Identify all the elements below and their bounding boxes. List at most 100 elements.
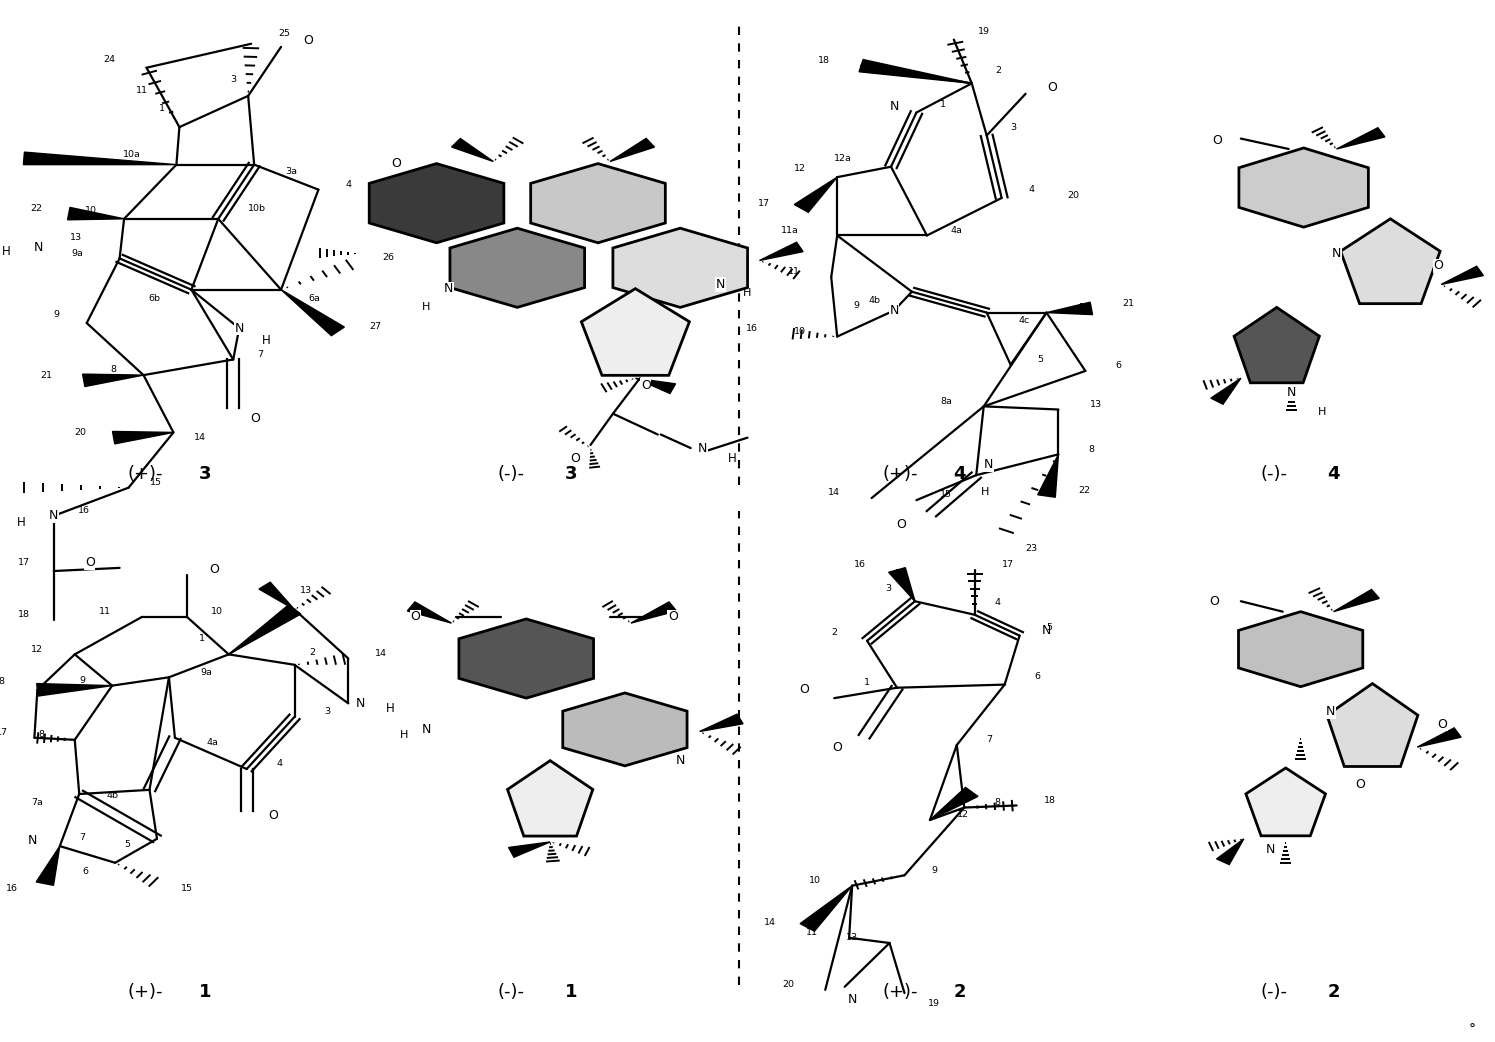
Text: 17: 17: [758, 199, 770, 207]
Polygon shape: [1046, 302, 1093, 315]
Text: O: O: [833, 741, 842, 753]
Text: O: O: [303, 34, 312, 47]
Polygon shape: [613, 228, 748, 307]
Text: 6a: 6a: [308, 294, 320, 302]
Text: 24: 24: [103, 55, 115, 64]
Text: 19: 19: [978, 27, 990, 35]
Text: 7a: 7a: [31, 798, 43, 807]
Text: 3: 3: [199, 465, 211, 483]
Text: 8: 8: [994, 798, 1000, 807]
Text: 12a: 12a: [834, 154, 852, 163]
Text: N: N: [34, 242, 43, 254]
Text: 3: 3: [324, 708, 330, 716]
Polygon shape: [582, 289, 689, 375]
Text: 14: 14: [194, 433, 206, 442]
Text: (-)-: (-)-: [1260, 465, 1287, 483]
Text: 7: 7: [257, 350, 263, 358]
Polygon shape: [794, 177, 837, 213]
Polygon shape: [459, 619, 594, 698]
Text: 12: 12: [31, 645, 43, 653]
Text: O: O: [392, 157, 401, 170]
Text: 1: 1: [864, 678, 870, 687]
Text: (+)-: (+)-: [127, 983, 163, 1001]
Polygon shape: [1233, 307, 1320, 382]
Text: 1: 1: [199, 635, 205, 643]
Polygon shape: [631, 602, 676, 623]
Polygon shape: [1337, 128, 1384, 149]
Text: 26: 26: [383, 253, 395, 262]
Text: 7: 7: [79, 834, 85, 842]
Text: 16: 16: [78, 506, 90, 515]
Text: 3: 3: [885, 585, 891, 593]
Text: H: H: [16, 516, 25, 528]
Text: 4a: 4a: [951, 226, 963, 234]
Text: (-)-: (-)-: [498, 983, 525, 1001]
Text: 4a: 4a: [206, 739, 218, 747]
Text: 9a: 9a: [72, 249, 84, 257]
Text: (+)-: (+)-: [127, 465, 163, 483]
Text: 2: 2: [954, 983, 966, 1001]
Text: 1: 1: [199, 983, 211, 1001]
Text: 15: 15: [940, 491, 952, 499]
Text: N: N: [716, 278, 725, 291]
Text: 3: 3: [230, 75, 236, 83]
Text: 6b: 6b: [148, 294, 160, 302]
Text: N: N: [698, 442, 707, 454]
Text: 9: 9: [79, 676, 85, 685]
Text: H: H: [743, 288, 752, 298]
Polygon shape: [281, 290, 344, 336]
Text: O: O: [1438, 718, 1447, 730]
Text: N: N: [28, 835, 37, 847]
Text: (-)-: (-)-: [1260, 983, 1287, 1001]
Text: (+)-: (+)-: [882, 465, 918, 483]
Text: N: N: [422, 723, 431, 736]
Text: 6: 6: [1035, 672, 1041, 680]
Polygon shape: [700, 714, 743, 731]
Text: 15: 15: [181, 885, 193, 893]
Text: N: N: [1266, 843, 1275, 855]
Text: 20: 20: [782, 981, 794, 989]
Text: 2: 2: [831, 628, 837, 637]
Polygon shape: [67, 207, 124, 220]
Text: O: O: [411, 611, 420, 623]
Text: 17: 17: [0, 728, 7, 737]
Polygon shape: [229, 605, 300, 654]
Text: 22: 22: [30, 204, 42, 213]
Text: 12: 12: [957, 811, 969, 819]
Text: H: H: [1, 245, 10, 257]
Text: 11a: 11a: [780, 226, 798, 234]
Text: 2: 2: [1328, 983, 1340, 1001]
Text: O: O: [1356, 778, 1365, 791]
Text: 18: 18: [18, 611, 30, 619]
Text: 10b: 10b: [248, 204, 266, 213]
Text: 9: 9: [931, 866, 937, 874]
Text: O: O: [1048, 81, 1057, 94]
Text: 13: 13: [300, 587, 312, 595]
Text: 15: 15: [150, 478, 161, 487]
Polygon shape: [888, 568, 915, 601]
Text: 27: 27: [369, 322, 381, 330]
Text: H: H: [422, 302, 431, 313]
Text: 13: 13: [1090, 400, 1102, 408]
Text: O: O: [571, 452, 580, 465]
Text: H: H: [981, 487, 990, 497]
Polygon shape: [450, 228, 585, 307]
Polygon shape: [407, 602, 451, 623]
Text: 8: 8: [111, 366, 117, 374]
Text: 10: 10: [809, 876, 821, 885]
Polygon shape: [1441, 267, 1483, 284]
Text: 22: 22: [1078, 487, 1090, 495]
Text: 5: 5: [124, 840, 130, 848]
Text: 10: 10: [794, 327, 806, 336]
Polygon shape: [930, 788, 978, 820]
Text: 3a: 3a: [286, 168, 298, 176]
Text: 10: 10: [85, 206, 97, 215]
Text: 8: 8: [1088, 445, 1094, 453]
Text: 10: 10: [211, 607, 223, 616]
Text: N: N: [1042, 624, 1051, 637]
Text: O: O: [1434, 259, 1443, 272]
Text: N: N: [1326, 705, 1335, 718]
Text: 4: 4: [277, 760, 283, 768]
Polygon shape: [259, 582, 295, 610]
Text: 4c: 4c: [1018, 317, 1030, 325]
